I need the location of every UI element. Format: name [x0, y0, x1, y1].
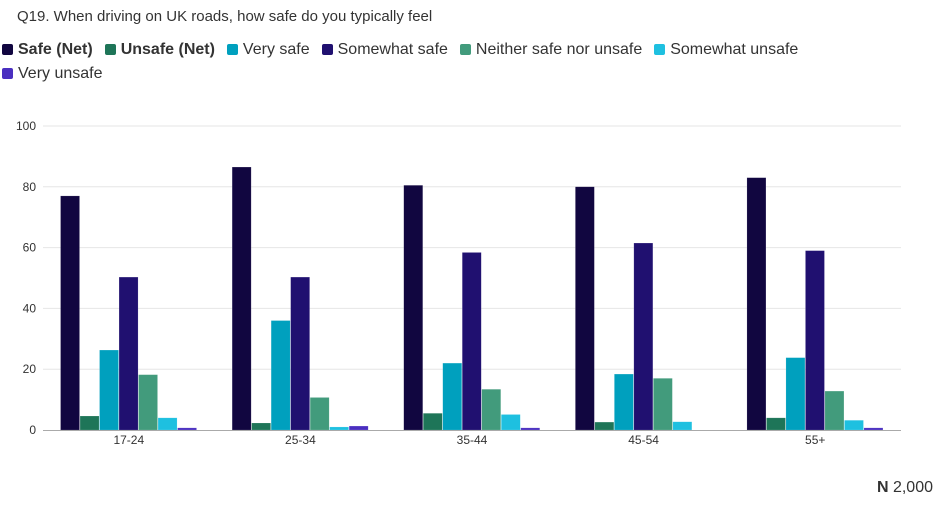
- bar: [99, 349, 119, 431]
- legend-label: Neither safe nor unsafe: [475, 41, 643, 58]
- bar: [403, 185, 423, 431]
- legend-label: Very safe: [242, 41, 310, 58]
- legend-swatch: [2, 68, 13, 79]
- y-tick-label: 80: [23, 180, 37, 194]
- legend-item[interactable]: Neither safe nor unsafe: [459, 38, 643, 61]
- bar: [520, 427, 540, 431]
- legend-swatch: [459, 44, 471, 55]
- x-tick-label: 17-24: [113, 433, 144, 447]
- bar: [785, 357, 806, 431]
- bar: [309, 397, 330, 431]
- bar: [575, 186, 595, 431]
- x-tick-label: 25-34: [285, 433, 316, 447]
- bar: [746, 177, 767, 431]
- legend-swatch: [321, 44, 333, 55]
- y-tick-label: 20: [23, 362, 37, 376]
- bar: [138, 374, 158, 431]
- bar: [501, 414, 521, 431]
- bar: [481, 389, 501, 431]
- y-tick-label: 40: [23, 301, 37, 315]
- legend-label: Somewhat unsafe: [670, 41, 799, 58]
- bar: [118, 276, 139, 431]
- legend: Safe (Net) Unsafe (Net) Very safe Somewhat …: [2, 38, 902, 86]
- legend-label: Unsafe (Net): [120, 41, 215, 58]
- bar: [614, 373, 634, 431]
- bar: [805, 250, 825, 431]
- bar: [442, 362, 462, 431]
- bar: [766, 417, 786, 431]
- legend-item[interactable]: Somewhat safe: [321, 38, 448, 61]
- y-tick-label: 60: [23, 241, 37, 255]
- legend-swatch: [2, 44, 13, 55]
- bar: [633, 242, 654, 431]
- legend-swatch: [654, 44, 666, 55]
- bar: [251, 422, 271, 431]
- bar: [231, 166, 252, 431]
- bar: [844, 420, 864, 431]
- chart-title: Q19. When driving on UK roads, how safe …: [17, 8, 433, 25]
- x-tick-label: 35-44: [457, 433, 488, 447]
- bar: [157, 417, 178, 431]
- bar: [329, 426, 349, 431]
- legend-item[interactable]: Very safe: [226, 38, 310, 61]
- bar: [423, 413, 443, 431]
- bar: [672, 421, 693, 431]
- legend-swatch: [104, 44, 116, 55]
- bar: [462, 252, 482, 431]
- bar: [60, 195, 80, 431]
- bar: [270, 320, 291, 431]
- legend-swatch: [226, 44, 238, 55]
- legend-label: Somewhat safe: [337, 41, 448, 58]
- sample-size: N 2,000: [877, 479, 933, 497]
- bar: [863, 427, 884, 431]
- sample-size-label: N: [876, 479, 889, 496]
- bar: [348, 425, 369, 431]
- bar: [594, 421, 615, 431]
- x-tick-label: 55+: [805, 433, 825, 447]
- legend-item[interactable]: Unsafe (Net): [104, 38, 215, 61]
- legend-item[interactable]: Somewhat unsafe: [654, 38, 798, 61]
- bar: [177, 427, 197, 431]
- y-tick-label: 0: [29, 423, 36, 437]
- legend-item[interactable]: Safe (Net): [2, 38, 93, 61]
- bar: [653, 378, 673, 431]
- legend-item[interactable]: Very unsafe: [2, 62, 103, 85]
- sample-size-value: 2,000: [892, 479, 933, 496]
- x-tick-label: 45-54: [628, 433, 659, 447]
- bar: [824, 390, 845, 431]
- legend-label: Safe (Net): [18, 41, 93, 58]
- legend-label: Very unsafe: [18, 65, 103, 82]
- bar: [79, 415, 100, 431]
- y-tick-label: 100: [16, 119, 36, 133]
- bar: [290, 276, 310, 431]
